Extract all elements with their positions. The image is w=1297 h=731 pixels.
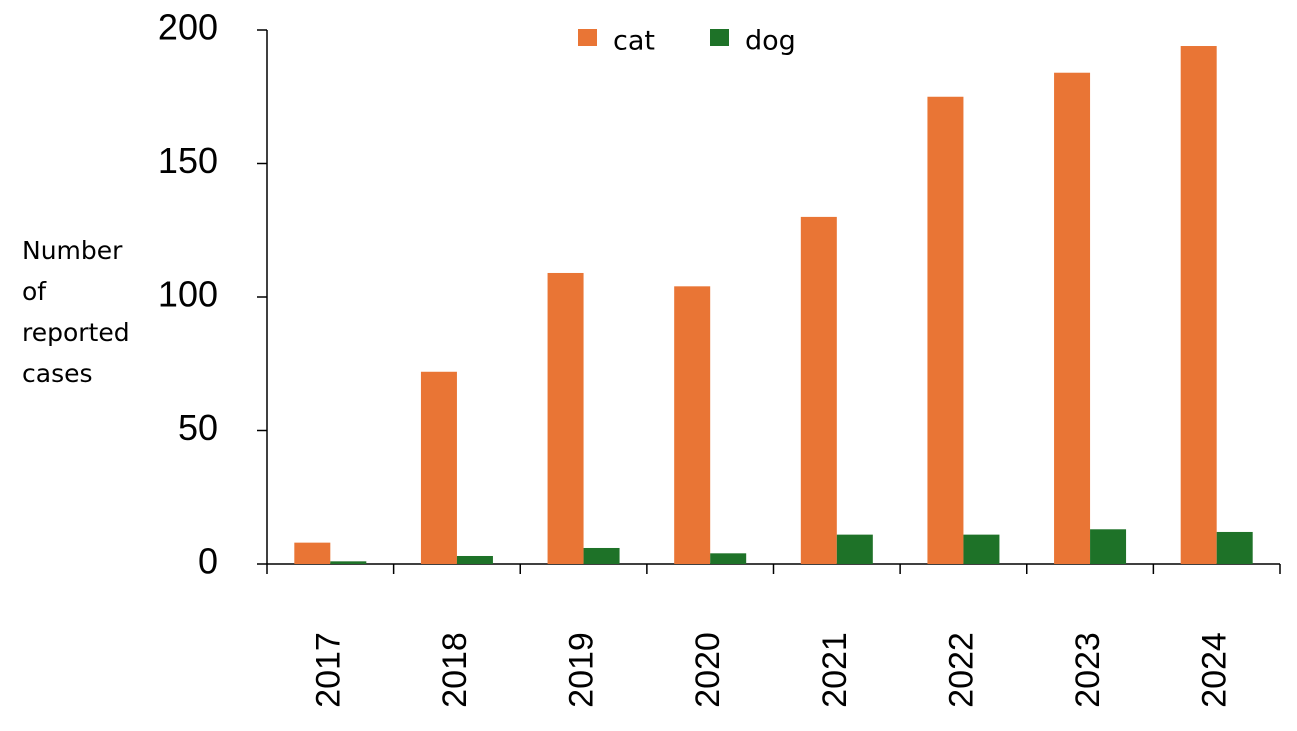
y-tick-label: 0 — [198, 541, 218, 582]
bar — [583, 547, 620, 564]
legend-swatch — [710, 29, 729, 46]
x-tick-label: 2022 — [942, 632, 980, 708]
bar — [1090, 529, 1127, 564]
x-tick-label: 2019 — [563, 632, 601, 708]
x-tick-label: 2021 — [816, 632, 854, 708]
legend-swatch — [578, 29, 597, 46]
bar — [710, 553, 747, 564]
x-tick-label: 2020 — [689, 632, 727, 708]
y-tick-label: 150 — [158, 140, 218, 181]
bar — [927, 96, 964, 564]
bar — [456, 555, 493, 564]
y-tick-label: 200 — [158, 7, 218, 48]
bar — [963, 534, 1000, 564]
bar — [674, 286, 711, 564]
y-tick-label: 50 — [178, 407, 218, 448]
x-tick-label: 2018 — [436, 632, 474, 708]
bar — [547, 272, 584, 564]
bar — [294, 542, 331, 564]
x-tick-label: 2017 — [309, 632, 347, 708]
bar — [800, 216, 837, 564]
x-tick-label: 2024 — [1196, 632, 1234, 708]
bar — [330, 561, 367, 564]
x-tick-label: 2023 — [1069, 632, 1107, 708]
bar — [1180, 46, 1217, 564]
bar — [836, 534, 873, 564]
y-axis-label: Number of reported cases — [22, 236, 130, 388]
legend-label: dog — [745, 26, 796, 57]
bar — [1054, 72, 1091, 564]
bar — [1216, 531, 1253, 564]
legend-label: cat — [613, 26, 655, 57]
bar — [420, 371, 457, 564]
y-tick-label: 100 — [158, 274, 218, 315]
